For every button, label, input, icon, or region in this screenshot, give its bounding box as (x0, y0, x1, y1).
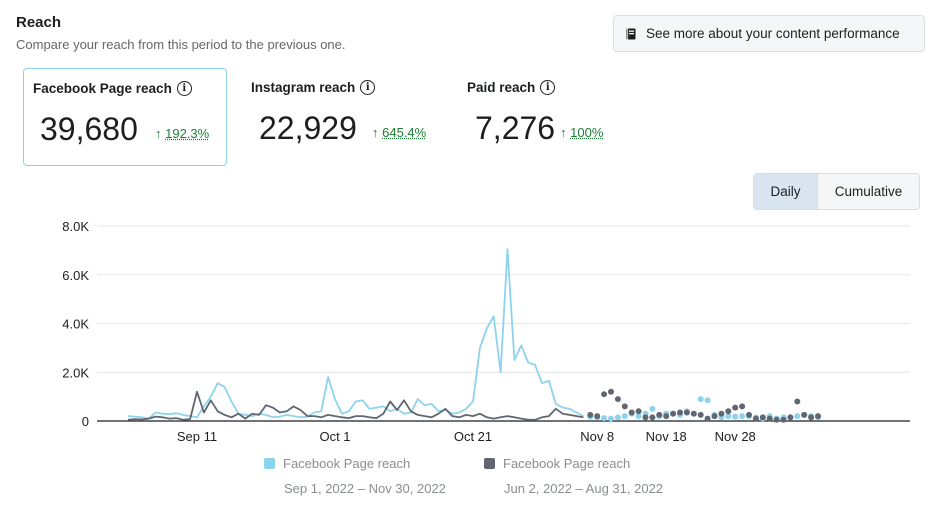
previous-series-point (677, 409, 683, 416)
info-icon[interactable]: i (360, 80, 376, 95)
previous-series-point (718, 410, 725, 417)
metric-paid-reach[interactable]: Paid reach i 7,276 ↑ 100% (458, 68, 638, 166)
x-tick-label: Nov 8 (580, 429, 614, 444)
previous-series-line (127, 390, 584, 421)
current-series-point (649, 405, 656, 412)
previous-series-point (635, 408, 642, 415)
current-series-point (732, 413, 739, 420)
previous-series-point (732, 404, 739, 411)
y-tick-label: 6.0K (62, 268, 89, 283)
metric-value: 39,680 (40, 111, 138, 147)
previous-series-point (759, 414, 766, 421)
y-tick-label: 0 (82, 414, 89, 429)
x-tick-label: Nov 18 (646, 429, 687, 444)
y-tick-label: 8.0K (62, 219, 89, 234)
current-series-point (621, 413, 628, 420)
previous-series-point (808, 414, 815, 421)
previous-series-point (766, 415, 773, 422)
previous-series-point (628, 409, 635, 416)
previous-series-point (601, 391, 608, 398)
previous-series-point (683, 409, 690, 416)
legend-label: Facebook Page reach (503, 456, 631, 471)
up-arrow-icon: ↑ (155, 126, 162, 141)
previous-series-point (614, 396, 621, 403)
x-tick-label: Oct 21 (454, 429, 492, 444)
previous-series-point (704, 415, 711, 422)
current-series-point (635, 413, 642, 420)
y-tick-label: 2.0K (62, 365, 89, 380)
book-icon (626, 28, 636, 40)
previous-series-point (690, 410, 697, 417)
previous-series-point (649, 414, 656, 421)
previous-series-point (608, 388, 614, 395)
legend-item-current[interactable]: Facebook Page reach Sep 1, 2022 – Nov 30… (264, 456, 446, 496)
previous-series-point (794, 398, 801, 405)
view-toggle: Daily Cumulative (753, 173, 920, 210)
metric-value: 7,276 (475, 110, 556, 146)
previous-series-point (587, 411, 594, 418)
previous-series-point (773, 416, 780, 423)
legend-range: Sep 1, 2022 – Nov 30, 2022 (284, 481, 446, 496)
previous-series-point (711, 413, 718, 420)
previous-series-point (697, 411, 704, 418)
previous-series-point (663, 413, 670, 420)
current-series-point (739, 413, 746, 420)
current-series-point (697, 396, 704, 403)
legend-label: Facebook Page reach (283, 456, 411, 471)
previous-series-point (780, 416, 787, 423)
x-tick-label: Oct 1 (319, 429, 350, 444)
metric-change: ↑ 192.3% (155, 126, 210, 141)
metric-value: 22,929 (259, 110, 357, 146)
previous-series-point (739, 403, 746, 410)
x-tick-label: Nov 28 (715, 429, 756, 444)
x-tick-label: Sep 11 (177, 429, 217, 444)
content-performance-label: See more about your content performance (646, 26, 900, 41)
metric-instagram-reach[interactable]: Instagram reach i 22,929 ↑ 645.4% (242, 68, 452, 166)
previous-series-point (815, 413, 821, 420)
previous-series-point (801, 411, 808, 418)
current-series-point (601, 415, 608, 422)
cumulative-button[interactable]: Cumulative (818, 174, 919, 209)
previous-series-point (621, 403, 628, 410)
previous-series-point (787, 414, 794, 421)
previous-series-point (725, 408, 732, 415)
legend-swatch-previous (484, 458, 495, 469)
legend-swatch-current (264, 458, 275, 469)
metric-label: Paid reach i (467, 80, 556, 95)
info-icon[interactable]: i (176, 81, 192, 96)
metric-change: ↑ 100% (560, 125, 604, 140)
previous-series-point (656, 411, 663, 418)
section-subtitle: Compare your reach from this period to t… (16, 37, 346, 52)
up-arrow-icon: ↑ (372, 125, 379, 140)
previous-series-point (642, 414, 649, 421)
previous-series-point (594, 413, 601, 420)
metric-label: Instagram reach i (251, 80, 376, 95)
previous-series-point (752, 415, 759, 422)
content-performance-button[interactable]: See more about your content performance (613, 15, 925, 52)
info-icon[interactable]: i (540, 80, 556, 95)
section-title: Reach (16, 14, 62, 31)
metric-change: ↑ 645.4% (372, 125, 427, 140)
current-series-point (614, 414, 621, 421)
daily-button[interactable]: Daily (754, 174, 818, 209)
current-series-point (608, 415, 614, 422)
previous-series-point (746, 411, 752, 418)
current-series-point (704, 397, 711, 404)
current-series-point (725, 413, 732, 420)
previous-series-point (670, 410, 677, 417)
y-tick-label: 4.0K (62, 317, 89, 332)
legend-item-previous[interactable]: Facebook Page reach Jun 2, 2022 – Aug 31… (484, 456, 663, 496)
legend-range: Jun 2, 2022 – Aug 31, 2022 (504, 481, 664, 496)
metric-facebook-page-reach[interactable]: Facebook Page reach i 39,680 ↑ 192.3% (23, 68, 227, 166)
up-arrow-icon: ↑ (560, 125, 567, 140)
current-series-line (127, 248, 584, 420)
metric-label: Facebook Page reach i (33, 81, 192, 96)
current-series-point (794, 413, 801, 420)
